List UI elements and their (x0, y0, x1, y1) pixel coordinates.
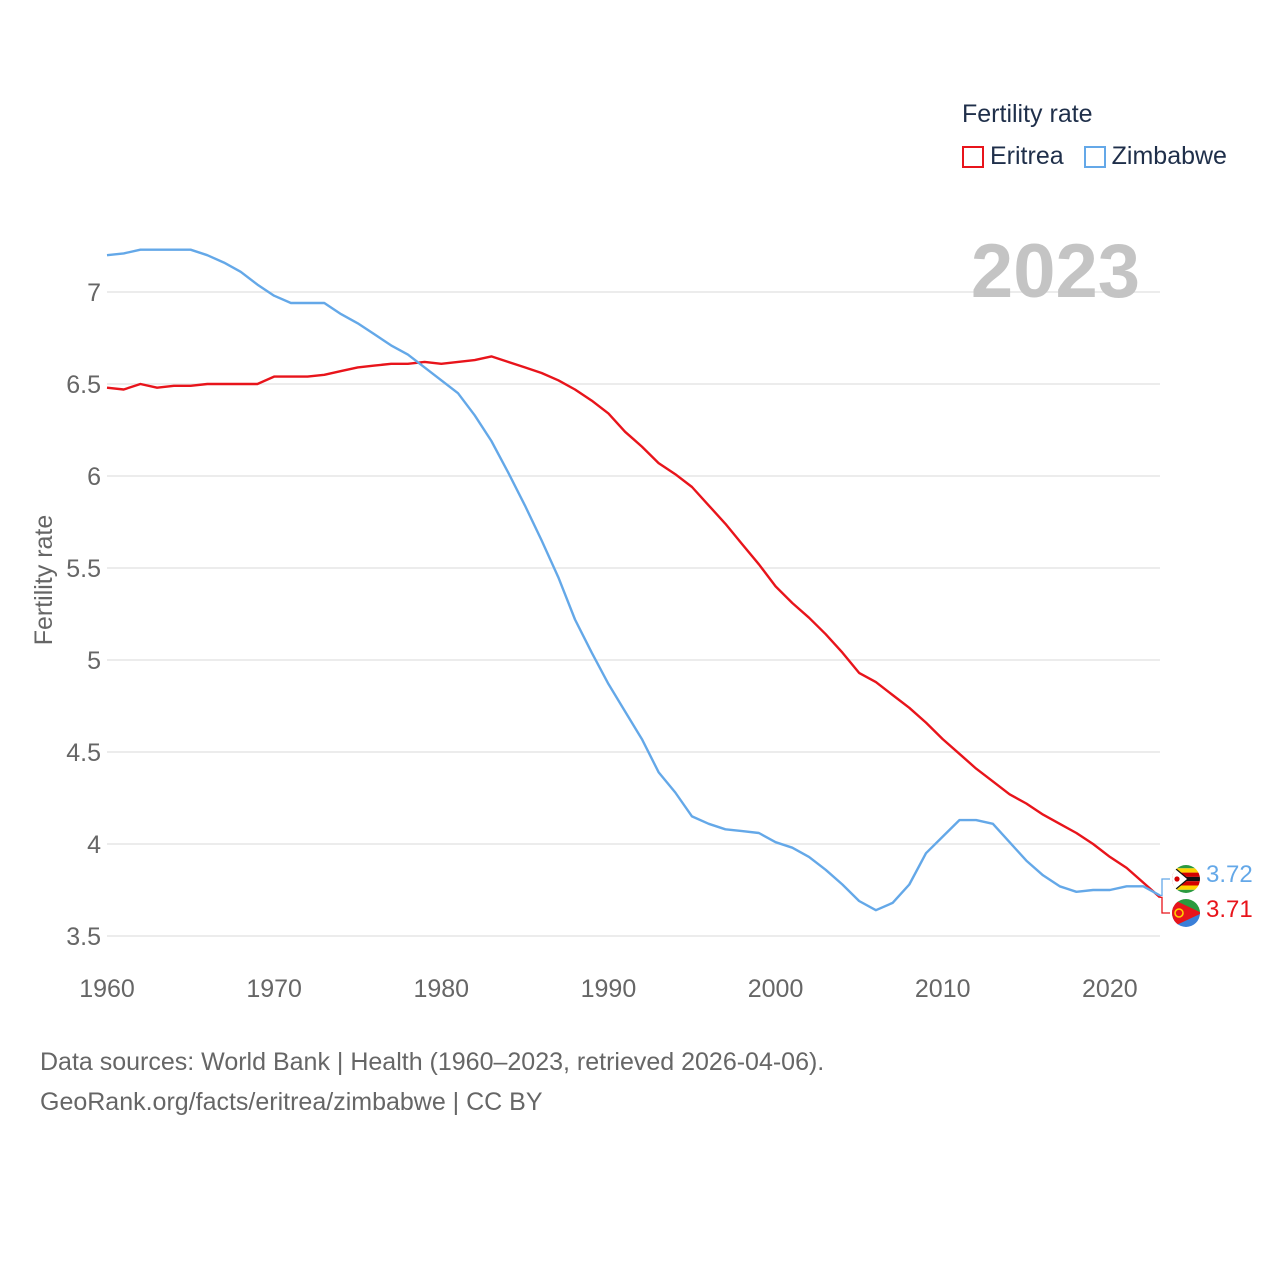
y-tick-label: 4 (87, 831, 101, 859)
legend-item-zimbabwe[interactable]: Zimbabwe (1083, 142, 1227, 171)
y-tick-label: 5.5 (66, 555, 101, 583)
x-tick-label: 2020 (1082, 975, 1138, 1003)
y-tick-label: 5 (87, 647, 101, 675)
y-tick-label: 3.5 (66, 923, 101, 951)
x-tick-label: 2010 (915, 975, 971, 1003)
legend: Eritrea Zimbabwe (962, 142, 1247, 171)
eritrea-flag-icon (1172, 899, 1200, 927)
y-tick-label: 7 (87, 279, 101, 307)
y-axis-label: Fertility rate (30, 515, 58, 646)
y-tick-labels: 3.5 4 4.5 5 5.5 6 6.5 7 (66, 279, 101, 951)
x-tick-label: 2000 (748, 975, 804, 1003)
series-line-eritrea (106, 355, 1161, 899)
end-flags (1172, 865, 1200, 927)
end-connectors (1160, 878, 1170, 914)
footer-sources: Data sources: World Bank | Health (1960–… (40, 1048, 825, 1076)
series-lines (106, 248, 1161, 912)
end-label-zimbabwe: 3.72 (1206, 861, 1253, 888)
end-label-eritrea: 3.71 (1206, 896, 1253, 923)
connector-zimbabwe (1160, 878, 1170, 897)
footer-attribution[interactable]: GeoRank.org/facts/eritrea/zimbabwe | CC … (40, 1088, 543, 1116)
gridlines (107, 291, 1160, 937)
year-label: 2023 (970, 229, 1140, 314)
y-tick-label: 6.5 (66, 371, 101, 399)
series-line-zimbabwe (106, 248, 1161, 912)
connector-eritrea (1160, 896, 1170, 914)
legend-item-eritrea[interactable]: Eritrea (962, 142, 1064, 171)
y-tick-label: 6 (87, 463, 101, 491)
footer: Data sources: World Bank | Health (1960–… (40, 1042, 824, 1122)
legend-label-zimbabwe: Zimbabwe (1111, 142, 1227, 170)
y-tick-label: 4.5 (66, 739, 101, 767)
legend-label-eritrea: Eritrea (990, 142, 1064, 170)
x-tick-label: 1970 (246, 975, 302, 1003)
zimbabwe-flag-icon (1172, 865, 1200, 893)
x-tick-label: 1990 (581, 975, 637, 1003)
x-tick-label: 1960 (79, 975, 135, 1003)
legend-title: Fertility rate (962, 100, 1093, 128)
x-tick-label: 1980 (413, 975, 469, 1003)
legend-swatch-eritrea (962, 145, 984, 168)
legend-swatch-zimbabwe (1083, 145, 1106, 168)
x-tick-labels: 1960 1970 1980 1990 2000 2010 2020 (79, 975, 1137, 1003)
